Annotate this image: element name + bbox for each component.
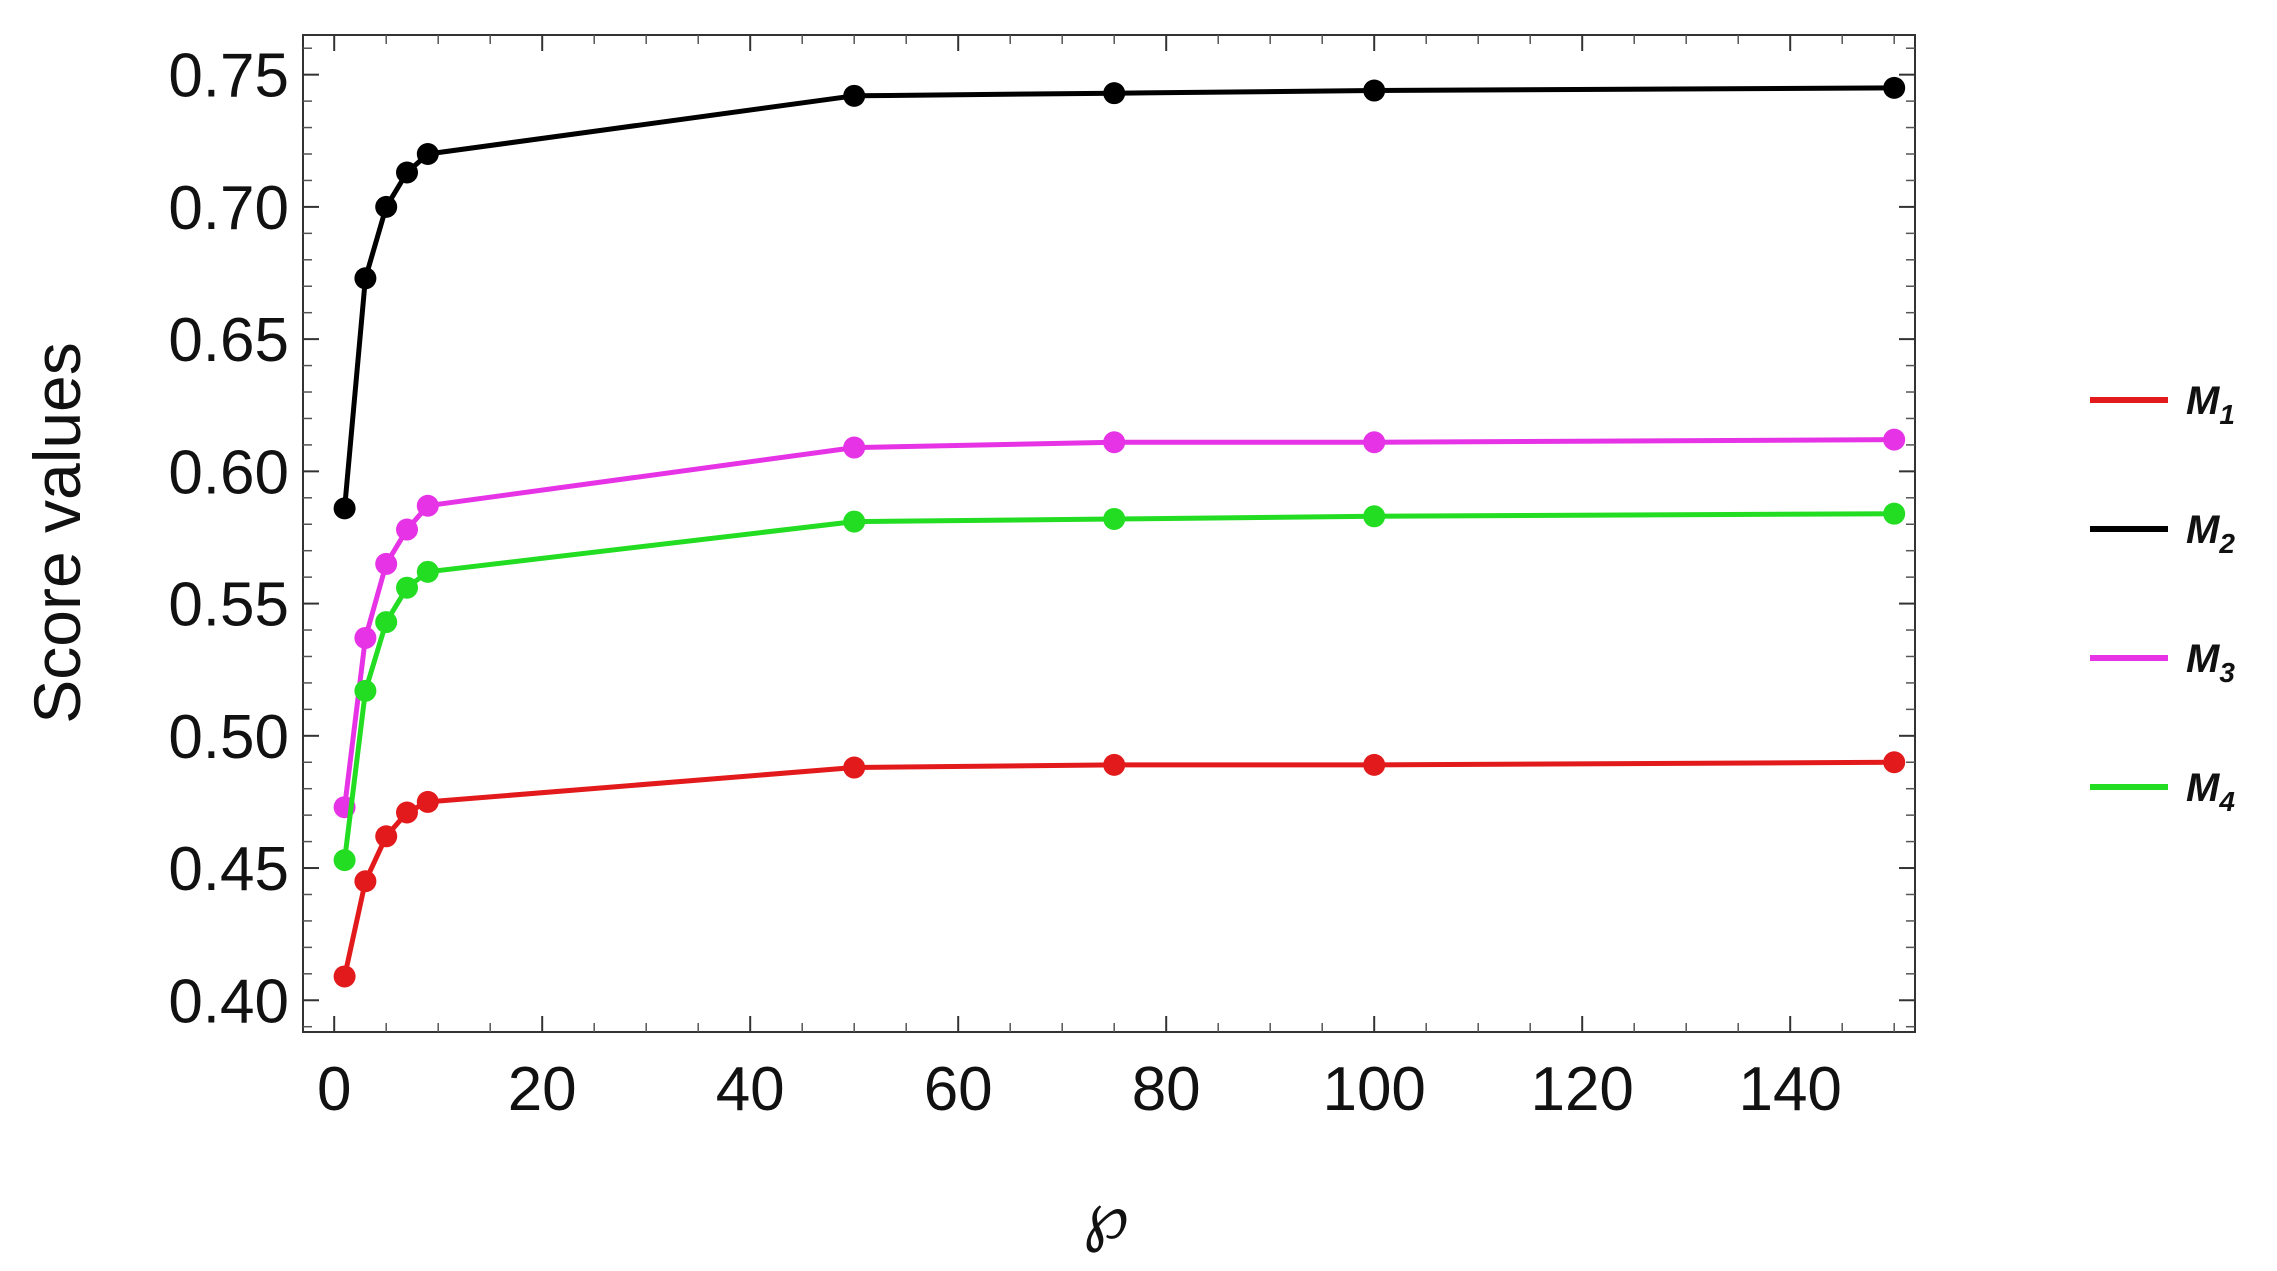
data-point-m1	[354, 870, 377, 893]
y-tick-labels: 0.40 0.45 0.50 0.55 0.60 0.65 0.70 0.75	[168, 42, 289, 1037]
legend: M1 M2 M3 M4	[2090, 379, 2235, 817]
y-tick-label: 0.65	[168, 306, 289, 375]
series-line-m1	[342, 759, 1895, 978]
x-tick-label: 80	[1132, 1055, 1201, 1124]
x-tick-labels: 0 20 40 60 80 100 120 140	[317, 1055, 1842, 1124]
x-tick-label: 60	[924, 1055, 993, 1124]
legend-label-subscript: 1	[2219, 399, 2235, 430]
data-point-m1	[1883, 751, 1906, 774]
x-tick-label: 0	[317, 1055, 351, 1124]
data-point-m4	[375, 611, 398, 634]
data-point-m2	[375, 195, 398, 218]
data-point-m2	[333, 497, 356, 520]
legend-label-subscript: 3	[2219, 657, 2235, 688]
data-point-m2	[416, 143, 439, 166]
series-layer	[333, 76, 1906, 988]
x-tick-label: 100	[1322, 1055, 1425, 1124]
data-point-m1	[1363, 753, 1386, 776]
series-m1	[333, 751, 1906, 988]
data-point-m3	[375, 552, 398, 575]
legend-label: M4	[2186, 766, 2235, 817]
plot-frame	[302, 34, 1916, 1033]
y-tick-label: 0.75	[168, 42, 289, 111]
data-point-m4	[354, 679, 377, 702]
data-point-m2	[843, 84, 866, 107]
minor-ticks	[303, 35, 1915, 1032]
data-point-m1	[416, 790, 439, 813]
data-point-m3	[843, 436, 866, 459]
data-point-m1	[333, 965, 356, 988]
y-tick-label: 0.60	[168, 438, 289, 507]
x-tick-label: 20	[508, 1055, 577, 1124]
data-point-m4	[416, 560, 439, 583]
data-point-m4	[1883, 502, 1906, 525]
data-point-m3	[354, 626, 377, 649]
legend-item-m1: M1	[2090, 379, 2235, 430]
data-point-m4	[333, 849, 356, 872]
y-tick-label: 0.55	[168, 571, 289, 640]
data-point-m3	[416, 494, 439, 517]
major-ticks	[303, 35, 1915, 1032]
series-m2	[333, 76, 1906, 520]
x-axis-label: ℘	[1083, 1178, 1129, 1253]
y-axis-label: Score values	[20, 342, 94, 724]
x-tick-label: 140	[1738, 1055, 1841, 1124]
y-tick-label: 0.40	[168, 967, 289, 1036]
data-point-m2	[1103, 82, 1126, 105]
legend-label: M3	[2186, 637, 2235, 688]
data-point-m3	[1883, 428, 1906, 451]
data-point-m4	[396, 576, 418, 599]
data-point-m4	[1103, 507, 1126, 530]
data-point-m1	[375, 825, 398, 848]
legend-item-m2: M2	[2090, 508, 2235, 559]
data-point-m2	[396, 161, 418, 184]
data-point-m1	[843, 756, 866, 779]
y-tick-label: 0.45	[168, 835, 289, 904]
data-point-m3	[396, 518, 418, 541]
x-tick-label: 40	[716, 1055, 785, 1124]
data-point-m3	[1363, 431, 1386, 454]
legend-label: M2	[2186, 508, 2235, 559]
series-line-m4	[342, 511, 1895, 861]
series-m4	[333, 502, 1906, 872]
legend-item-m4: M4	[2090, 766, 2235, 817]
data-point-m4	[1363, 505, 1386, 528]
data-point-m1	[1103, 753, 1126, 776]
data-point-m2	[354, 267, 377, 290]
legend-item-m3: M3	[2090, 637, 2235, 688]
legend-label: M1	[2186, 379, 2235, 430]
data-point-m2	[1363, 79, 1386, 102]
data-point-m2	[1883, 76, 1906, 99]
data-point-m3	[1103, 431, 1126, 454]
legend-label-subscript: 4	[2218, 786, 2235, 817]
legend-label-subscript: 2	[2218, 528, 2235, 559]
series-line-m3	[342, 437, 1895, 808]
y-tick-label: 0.50	[168, 703, 289, 772]
y-tick-label: 0.70	[168, 174, 289, 243]
data-point-m1	[396, 801, 418, 824]
x-tick-label: 120	[1530, 1055, 1633, 1124]
data-point-m4	[843, 510, 866, 533]
